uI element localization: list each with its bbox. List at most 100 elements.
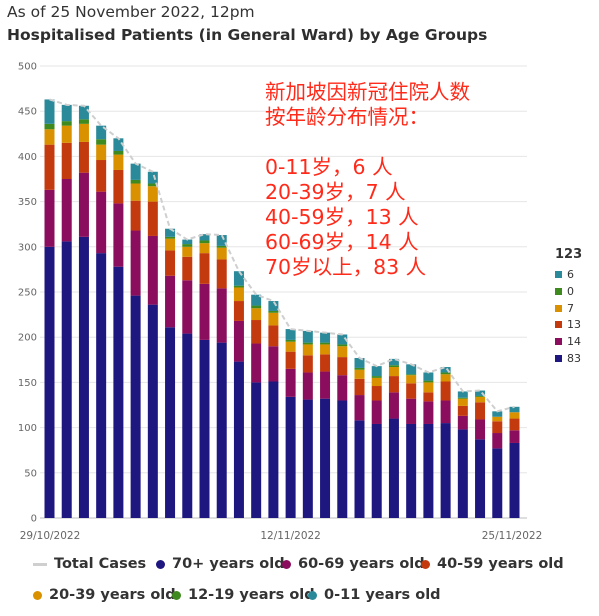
bar-segment	[233, 271, 244, 286]
bar-segment	[147, 304, 158, 518]
chart-title: Hospitalised Patients (in General Ward) …	[7, 26, 488, 44]
bar-segment	[354, 369, 365, 379]
bar-segment	[492, 411, 503, 417]
bar-segment	[302, 355, 313, 373]
x-tick-label: 29/10/2022	[20, 530, 81, 542]
legend-item[interactable]: Total Cases	[33, 556, 146, 572]
bar-segment	[199, 243, 210, 254]
bar-segment	[251, 343, 262, 383]
bar-segment	[492, 416, 503, 422]
bar-segment	[130, 183, 141, 201]
legend-item[interactable]: 60-69 years old	[282, 556, 425, 572]
bar-segment	[130, 200, 141, 231]
x-tick-label: 12/11/2022	[260, 530, 321, 542]
bar-segment	[475, 439, 486, 518]
bar-segment	[130, 230, 141, 296]
bar-segment	[457, 405, 468, 416]
bar-segment	[233, 285, 244, 288]
bar-segment	[285, 339, 296, 342]
legend-label: 20-39 years old	[49, 587, 176, 603]
bar-segment	[78, 236, 89, 518]
bar-segment	[440, 423, 451, 518]
bar-segment	[147, 171, 158, 184]
bar-segment	[354, 378, 365, 396]
legend-dot-marker	[172, 590, 181, 600]
bar-segment	[44, 189, 55, 247]
legend-item[interactable]: 70+ years old	[156, 556, 285, 572]
bar-segment	[216, 342, 227, 518]
bar-segment	[440, 381, 451, 401]
latest-key-value: 6	[567, 268, 574, 281]
bar-segment	[78, 105, 89, 120]
bar-segment	[251, 305, 262, 309]
bar-segment	[423, 380, 434, 383]
bar-segment	[251, 382, 262, 518]
bar-segment	[147, 201, 158, 236]
bar-segment	[251, 308, 262, 321]
bar-segment	[320, 342, 331, 345]
bar-segment	[388, 358, 399, 366]
bar-segment	[268, 310, 279, 313]
y-tick-label: 350	[18, 197, 37, 208]
legend-item[interactable]: 40-59 years old	[421, 556, 564, 572]
latest-key-value: 0	[567, 284, 574, 298]
bar-segment	[302, 372, 313, 400]
annotation-line: 20-39岁，7 人	[265, 180, 406, 204]
chart-subtitle: As of 25 November 2022, 12pm	[7, 3, 255, 21]
bar-segment	[320, 344, 331, 355]
bar-segment	[182, 239, 193, 245]
bar-segment	[475, 402, 486, 420]
bar-segment	[251, 320, 262, 344]
bar-segment	[371, 400, 382, 424]
legend-item[interactable]: 20-39 years old	[33, 587, 176, 603]
bar-segment	[302, 344, 313, 356]
bar-segment	[509, 418, 520, 431]
bar-segment	[147, 235, 158, 305]
bar-segment	[78, 141, 89, 173]
bar-segment	[285, 329, 296, 340]
bar-segment	[475, 390, 486, 396]
legend-label: 60-69 years old	[298, 556, 425, 572]
bar-segment	[337, 375, 348, 401]
bar-segment	[182, 244, 193, 247]
bar-segment	[61, 104, 72, 122]
annotation-line: 新加坡因新冠住院人数	[265, 80, 470, 104]
bar-segment	[475, 395, 486, 397]
bar-segment	[44, 246, 55, 519]
bar-segment	[337, 344, 348, 347]
legend-label: Total Cases	[54, 556, 147, 572]
bar-segment	[388, 392, 399, 419]
bar-segment	[233, 320, 244, 362]
bar-segment	[165, 275, 176, 328]
latest-key-value: 83	[567, 352, 581, 365]
bar-segment	[285, 351, 296, 369]
bar-segment	[423, 382, 434, 393]
bar-segment	[457, 397, 468, 399]
legend-item[interactable]: 0-11 years old	[308, 587, 441, 603]
bar-segment	[113, 150, 124, 155]
bar-segment	[354, 357, 365, 368]
bar-segment	[337, 334, 348, 345]
y-tick-label: 250	[18, 288, 37, 299]
bar-segment	[268, 312, 279, 326]
bar-segment	[371, 386, 382, 401]
legend-label: 0-11 years old	[324, 587, 441, 603]
bar-segment	[61, 121, 72, 126]
annotation-line: 0-11岁，6 人	[265, 155, 393, 179]
y-tick-label: 400	[18, 152, 37, 163]
latest-key-item: 0	[555, 285, 574, 298]
bar-segment	[509, 430, 520, 443]
legend-item[interactable]: 12-19 years old	[172, 587, 315, 603]
bar-segment	[216, 288, 227, 343]
bar-segment	[182, 256, 193, 281]
bar-segment	[457, 398, 468, 406]
y-tick-label: 450	[18, 107, 37, 118]
bar-segment	[509, 406, 520, 413]
bar-segment	[61, 142, 72, 179]
bar-segment	[78, 119, 89, 124]
bar-segment	[44, 144, 55, 190]
bar-segment	[61, 179, 72, 242]
bar-segment	[233, 287, 244, 302]
bar-segment	[371, 376, 382, 378]
